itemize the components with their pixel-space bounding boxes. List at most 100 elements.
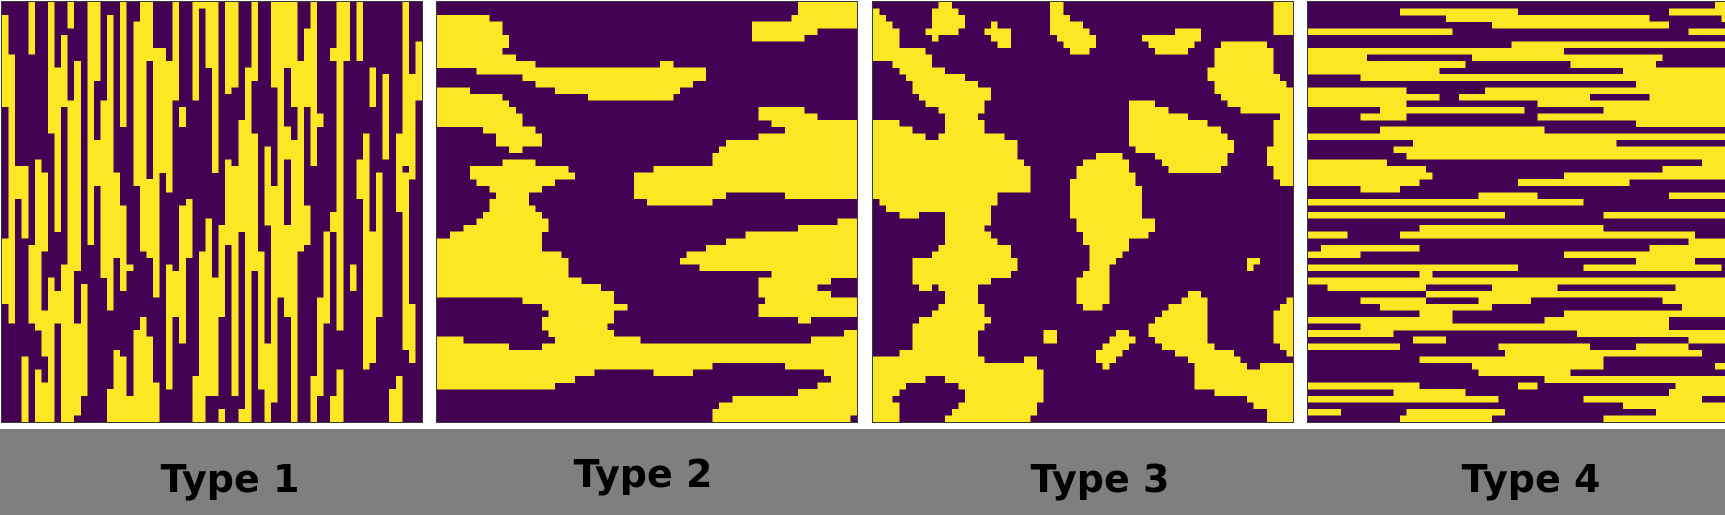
- foreground-phase-run: [179, 113, 186, 121]
- foreground-phase-run: [225, 212, 258, 219]
- foreground-phase-run: [139, 15, 153, 22]
- foreground-phase-run: [290, 402, 298, 410]
- foreground-phase-run: [225, 74, 239, 81]
- foreground-phase-run: [912, 87, 992, 95]
- foreground-phase-run: [382, 107, 390, 114]
- foreground-phase-run: [257, 317, 265, 324]
- foreground-phase-run: [1563, 251, 1725, 259]
- foreground-phase-run: [336, 251, 344, 259]
- foreground-phase-run: [107, 34, 114, 42]
- foreground-phase-run: [8, 152, 16, 160]
- foreground-phase-run: [873, 192, 998, 200]
- foreground-phase-run: [271, 67, 285, 75]
- foreground-phase-run: [336, 87, 344, 95]
- foreground-phase-run: [100, 185, 121, 193]
- foreground-phase-run: [402, 225, 409, 232]
- pattern-image-type-3: [873, 2, 1293, 422]
- foreground-phase-run: [873, 172, 1031, 180]
- foreground-phase-run: [402, 120, 416, 127]
- foreground-phase-run: [873, 54, 933, 62]
- foreground-phase-run: [837, 218, 857, 226]
- foreground-phase-run: [54, 172, 62, 180]
- foreground-phase-run: [225, 192, 258, 200]
- foreground-phase-run: [1148, 41, 1195, 49]
- foreground-phase-run: [376, 198, 383, 206]
- foreground-phase-run: [1273, 28, 1293, 35]
- foreground-phase-run: [1308, 231, 1348, 239]
- foreground-phase-run: [244, 271, 252, 278]
- foreground-phase-run: [2, 271, 16, 278]
- foreground-phase-run: [74, 61, 81, 68]
- foreground-phase-run: [415, 61, 422, 68]
- foreground-phase-run: [1668, 389, 1725, 396]
- foreground-phase-run: [369, 87, 377, 95]
- foreground-phase-run: [310, 402, 317, 410]
- foreground-phase-run: [1083, 159, 1129, 167]
- foreground-phase-run: [133, 41, 153, 49]
- foreground-phase-run: [797, 389, 857, 396]
- foreground-phase-run: [402, 251, 409, 259]
- foreground-phase-run: [362, 297, 383, 305]
- foreground-phase-run: [2, 21, 9, 29]
- foreground-phase-run: [244, 402, 252, 410]
- foreground-phase-run: [290, 172, 304, 180]
- foreground-phase-run: [1544, 376, 1725, 383]
- foreground-phase-run: [251, 21, 258, 29]
- foreground-phase-run: [336, 192, 344, 200]
- foreground-phase-run: [1220, 93, 1293, 101]
- foreground-phase-run: [2, 244, 16, 252]
- foreground-phase-run: [61, 336, 88, 344]
- foreground-phase-run: [133, 107, 147, 114]
- foreground-phase-run: [310, 126, 317, 134]
- foreground-phase-run: [205, 244, 212, 252]
- foreground-phase-run: [1279, 343, 1293, 350]
- foreground-phase-run: [1181, 297, 1208, 305]
- foreground-phase-run: [271, 290, 298, 298]
- foreground-phase-run: [61, 61, 68, 68]
- foreground-phase-run: [303, 28, 317, 35]
- foreground-phase-run: [120, 277, 127, 285]
- foreground-phase-run: [1360, 185, 1400, 193]
- foreground-phase-run: [1155, 336, 1208, 344]
- foreground-phase-run: [133, 113, 147, 121]
- foreground-phase-run: [100, 271, 114, 278]
- foreground-phase-run: [271, 28, 298, 35]
- foreground-phase-run: [251, 8, 258, 16]
- foreground-phase-run: [945, 120, 985, 127]
- foreground-phase-run: [476, 218, 549, 226]
- foreground-phase-run: [745, 231, 857, 239]
- foreground-phase-run: [61, 349, 88, 357]
- foreground-phase-run: [257, 330, 265, 337]
- foreground-phase-run: [87, 100, 94, 108]
- foreground-phase-run: [218, 408, 226, 416]
- foreground-phase-run: [87, 126, 94, 134]
- foreground-phase-run: [244, 113, 252, 121]
- foreground-phase-run: [843, 330, 857, 337]
- foreground-phase-run: [212, 159, 219, 167]
- foreground-phase-run: [310, 415, 317, 422]
- foreground-phase-run: [231, 343, 239, 350]
- foreground-phase-run: [192, 47, 199, 55]
- foreground-phase-run: [336, 310, 344, 318]
- foreground-phase-run: [376, 225, 383, 232]
- foreground-phase-run: [8, 113, 16, 121]
- foreground-phase-run: [264, 152, 272, 160]
- foreground-phase-run: [389, 408, 403, 416]
- foreground-phase-run: [489, 185, 542, 193]
- foreground-phase-run: [1247, 395, 1293, 403]
- foreground-phase-run: [1308, 87, 1407, 95]
- foreground-phase-run: [1161, 343, 1215, 350]
- foreground-phase-run: [1266, 408, 1293, 416]
- foreground-phase-run: [113, 356, 127, 364]
- foreground-phase-run: [402, 284, 409, 291]
- foreground-phase-run: [1360, 74, 1725, 81]
- foreground-phase-run: [945, 212, 992, 219]
- foreground-phase-run: [873, 166, 1031, 173]
- foreground-phase-run: [179, 264, 186, 272]
- foreground-phase-run: [74, 93, 81, 101]
- foreground-phase-run: [873, 408, 900, 416]
- foreground-phase-run: [758, 107, 805, 114]
- foreground-phase-run: [408, 349, 416, 357]
- foreground-phase-run: [1207, 67, 1274, 75]
- foreground-phase-run: [152, 172, 160, 180]
